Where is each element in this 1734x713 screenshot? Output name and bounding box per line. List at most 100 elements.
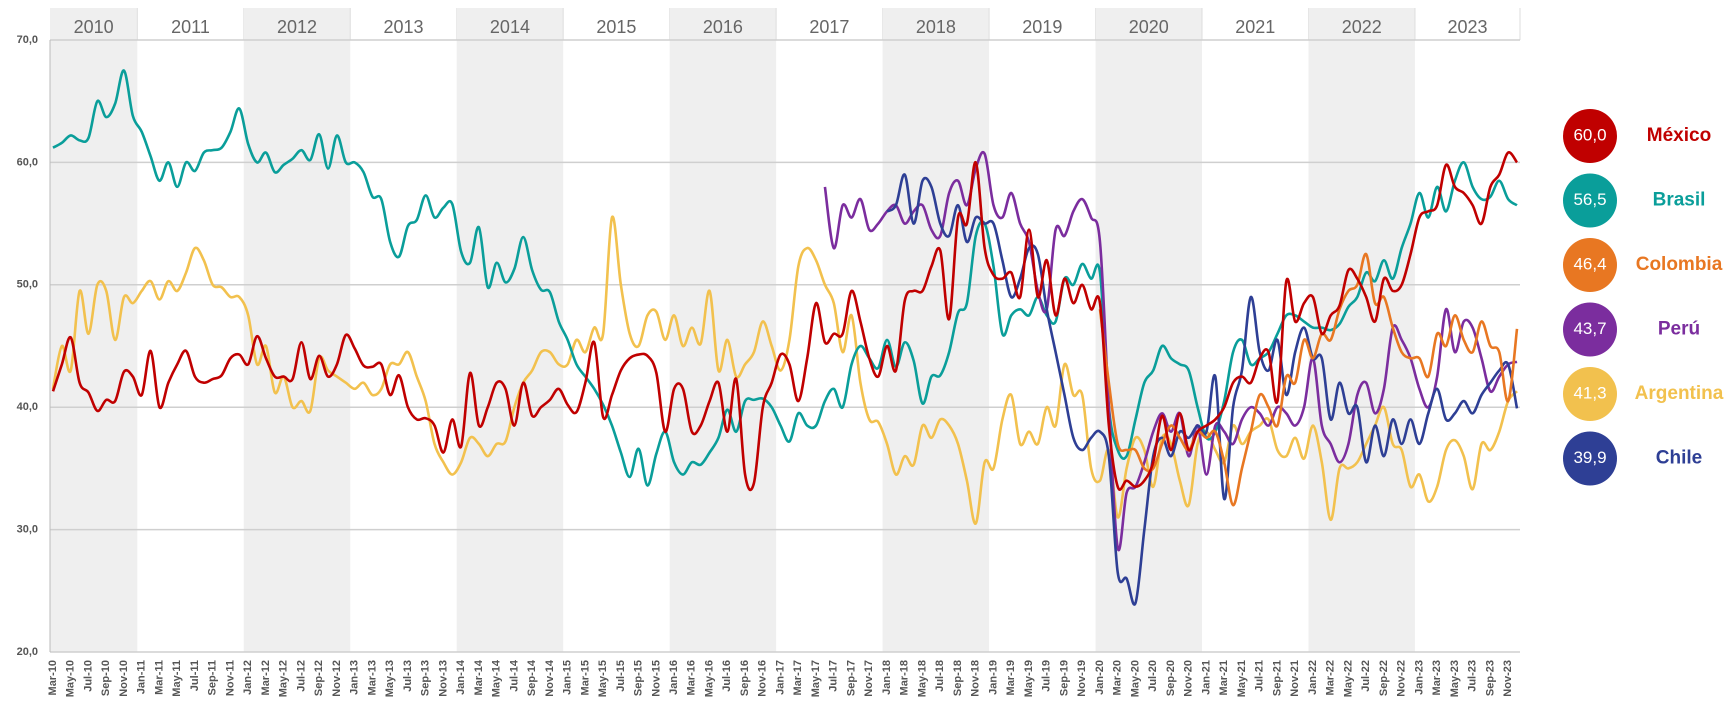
- x-tick-label: Jan-20: [1094, 660, 1106, 695]
- legend-badge: [1563, 238, 1617, 292]
- year-label: 2012: [277, 17, 317, 37]
- x-tick-label: Jan-21: [1200, 660, 1212, 695]
- x-tick-label: Jan-14: [455, 659, 467, 695]
- year-label: 2021: [1235, 17, 1275, 37]
- x-tick-label: Jul-12: [295, 660, 307, 692]
- year-label: 2016: [703, 17, 743, 37]
- x-tick-label: Jul-16: [721, 660, 733, 692]
- x-tick-label: May-10: [65, 660, 77, 697]
- x-tick-label: Sep-19: [1058, 660, 1070, 696]
- x-tick-label: Mar-20: [1112, 660, 1124, 695]
- year-label: 2011: [171, 17, 210, 37]
- x-tick-label: May-21: [1236, 660, 1248, 697]
- series-line: [823, 151, 1518, 552]
- legend-value: 43,7: [1573, 319, 1606, 338]
- x-tick-label: May-23: [1449, 660, 1461, 697]
- x-tick-label: Jan-15: [562, 660, 574, 695]
- x-tick-label: Sep-17: [845, 660, 857, 696]
- y-tick-label: 50,0: [17, 279, 38, 291]
- legend-name: México: [1647, 125, 1711, 146]
- x-tick-label: May-14: [491, 659, 503, 697]
- y-tick-label: 20,0: [17, 646, 38, 658]
- x-tick-label: Sep-15: [633, 660, 645, 696]
- year-band: [1095, 8, 1203, 652]
- series-line: [52, 69, 1518, 487]
- x-tick-label: Nov-20: [1183, 660, 1195, 697]
- x-tick-label: May-11: [171, 660, 183, 697]
- legend-name: Chile: [1656, 448, 1702, 469]
- series-line: [1098, 252, 1519, 507]
- x-tick-label: Jul-14: [508, 659, 520, 692]
- legend-badge: [1563, 302, 1617, 357]
- year-band: [243, 8, 351, 652]
- x-tick-label: Sep-13: [420, 660, 432, 696]
- year-label: 2019: [1022, 17, 1062, 37]
- year-label: 2020: [1129, 17, 1169, 37]
- x-tick-label: Nov-18: [970, 660, 982, 697]
- year-label: 2014: [490, 17, 530, 37]
- x-tick-label: Jul-15: [615, 660, 627, 692]
- x-tick-label: May-22: [1342, 660, 1354, 697]
- x-tick-label: May-16: [703, 660, 715, 697]
- x-tick-label: Nov-17: [863, 660, 875, 697]
- legend-badge: [1563, 109, 1617, 163]
- x-tick-label: Nov-21: [1289, 660, 1301, 697]
- y-tick-label: 60,0: [17, 156, 38, 168]
- x-tick-label: Sep-11: [207, 660, 219, 695]
- year-label: 2017: [809, 17, 849, 37]
- year-band: [882, 8, 990, 652]
- x-tick-label: Jan-22: [1307, 660, 1319, 695]
- x-tick-label: Sep-21: [1271, 660, 1283, 696]
- x-tick-label: Jan-23: [1413, 660, 1425, 695]
- x-tick-label: Sep-16: [739, 660, 751, 696]
- x-tick-label: Sep-14: [526, 659, 538, 696]
- x-tick-label: Jul-13: [402, 660, 414, 692]
- x-tick-label: May-15: [597, 660, 609, 697]
- x-tick-label: May-19: [1023, 660, 1035, 697]
- x-tick-label: Mar-23: [1431, 660, 1443, 695]
- legend-value: 39,9: [1573, 448, 1606, 467]
- legend-badge: [1563, 431, 1617, 486]
- x-tick-label: Sep-20: [1165, 660, 1177, 696]
- x-tick-label: Mar-16: [686, 660, 698, 695]
- x-tick-label: Nov-15: [650, 660, 662, 697]
- x-tick-label: Mar-11: [153, 660, 165, 695]
- x-tick-label: Mar-13: [366, 660, 378, 695]
- x-tick-label: Jul-19: [1041, 660, 1053, 692]
- x-tick-label: Sep-23: [1484, 660, 1496, 696]
- x-tick-label: Nov-10: [118, 660, 130, 697]
- y-tick-label: 30,0: [17, 524, 38, 536]
- x-tick-label: Jan-12: [242, 660, 254, 695]
- x-tick-label: Nov-11: [224, 660, 236, 696]
- year-label: 2013: [383, 17, 423, 37]
- x-tick-label: Mar-21: [1218, 660, 1230, 695]
- x-tick-label: Jul-18: [934, 660, 946, 692]
- x-tick-label: Jan-19: [987, 660, 999, 695]
- x-tick-label: Sep-22: [1378, 660, 1390, 696]
- x-tick-label: Nov-12: [331, 660, 343, 697]
- x-tick-label: May-17: [810, 660, 822, 697]
- series-line: [51, 151, 1519, 492]
- legend-name: Colombia: [1636, 254, 1723, 275]
- legend-name: Argentina: [1635, 383, 1724, 404]
- x-tick-label: Sep-18: [952, 660, 964, 696]
- year-label: 2018: [916, 17, 956, 37]
- x-tick-label: Jul-11: [189, 660, 201, 691]
- x-tick-label: Mar-17: [792, 660, 804, 695]
- x-tick-label: Jul-20: [1147, 660, 1159, 692]
- x-tick-label: Nov-16: [757, 660, 769, 697]
- x-tick-label: Mar-14: [473, 659, 485, 695]
- legend-value: 60,0: [1573, 125, 1606, 144]
- legend-name: Brasil: [1653, 190, 1706, 211]
- legend-value: 41,3: [1573, 383, 1606, 402]
- x-tick-label: May-18: [916, 660, 928, 697]
- x-tick-label: Sep-10: [100, 660, 112, 696]
- legend-value: 46,4: [1573, 254, 1606, 273]
- x-tick-label: Nov-23: [1502, 660, 1514, 697]
- x-tick-label: Jan-11: [136, 660, 148, 694]
- y-tick-label: 40,0: [17, 401, 38, 413]
- x-tick-label: Jan-16: [668, 660, 680, 695]
- year-label: 2023: [1447, 17, 1487, 37]
- x-tick-label: May-13: [384, 660, 396, 697]
- x-tick-label: May-20: [1129, 660, 1141, 697]
